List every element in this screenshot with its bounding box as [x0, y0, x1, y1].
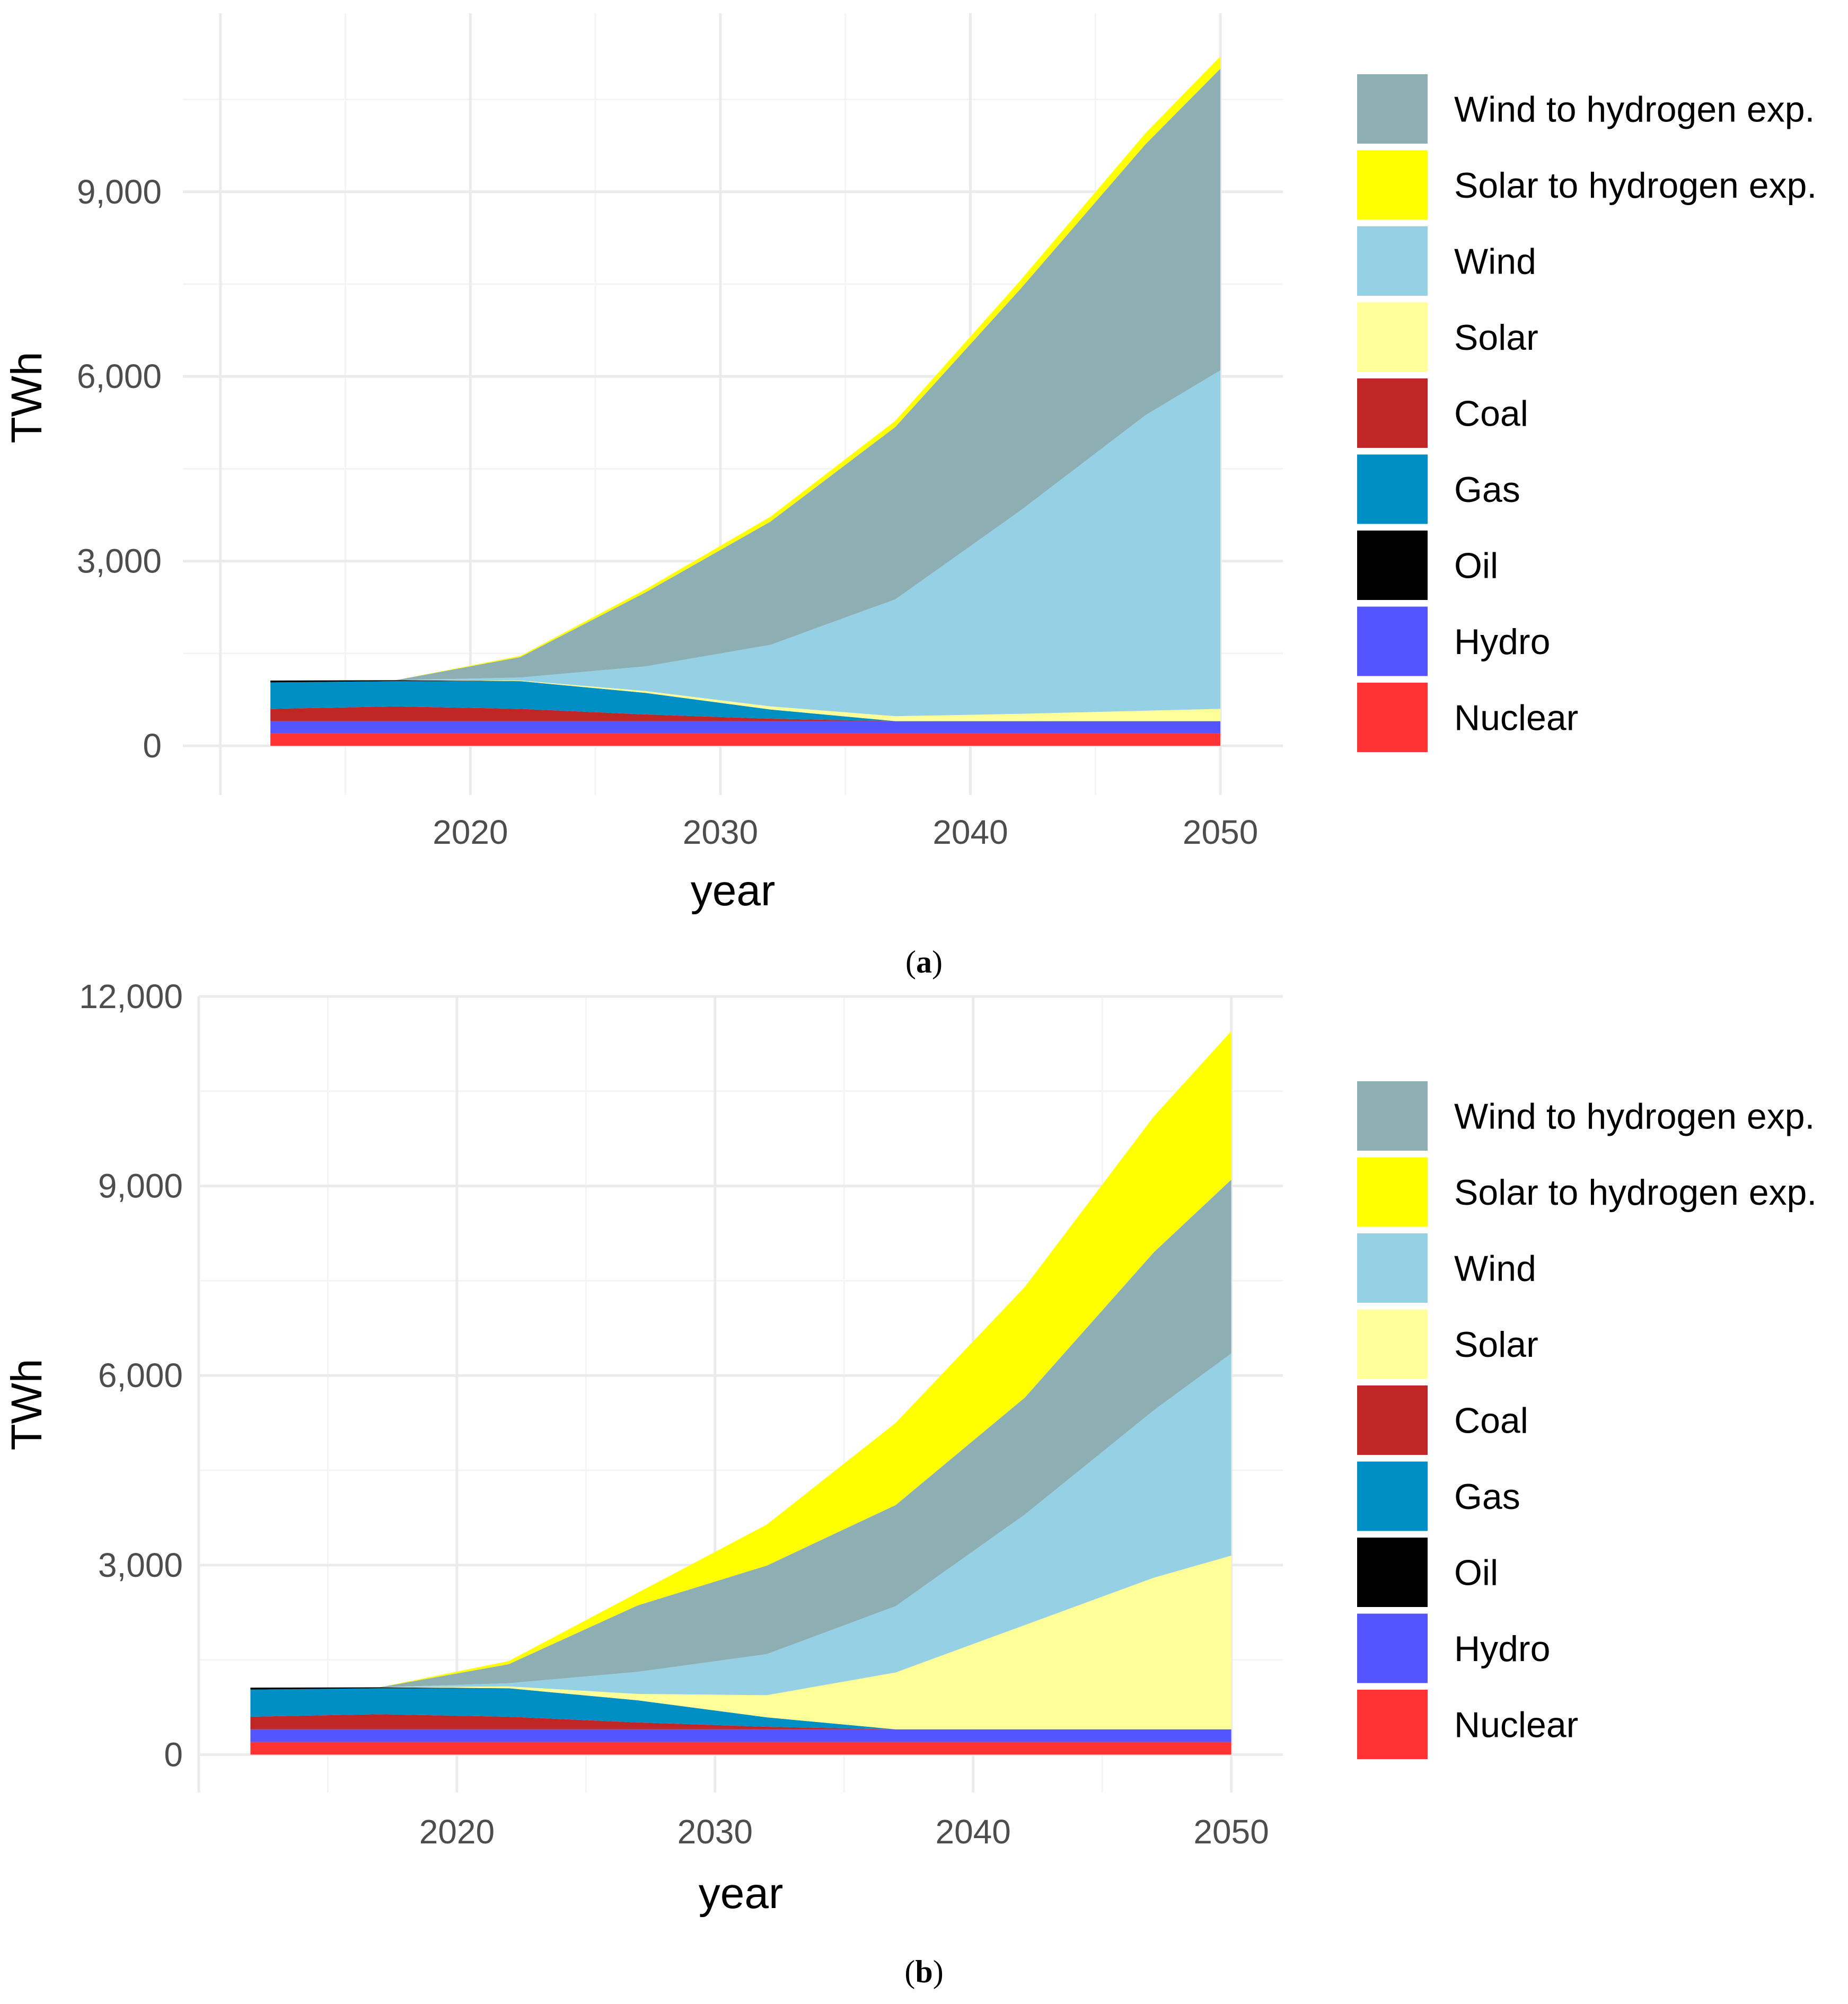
area-wind-to-hydrogen-exp	[270, 68, 1221, 681]
y-axis-title: TWh	[3, 1358, 51, 1450]
area-gas	[250, 1688, 1231, 1729]
area-coal	[270, 706, 1221, 721]
x-axis-title: year	[691, 867, 776, 915]
y-tick-label: 9,000	[77, 173, 162, 211]
legend-swatch-oil	[1357, 531, 1428, 600]
legend-label-solar: Solar	[1454, 1325, 1538, 1365]
legend-label-oil: Oil	[1454, 1553, 1498, 1593]
legend-swatch-solar-to-hydrogen-exp	[1357, 1157, 1428, 1227]
legend-swatch-solar-to-hydrogen-exp	[1357, 150, 1428, 220]
legend-swatch-wind	[1357, 226, 1428, 296]
area-nuclear	[250, 1742, 1231, 1755]
area-hydro	[250, 1729, 1231, 1742]
area-solar	[270, 680, 1221, 721]
legend-swatch-solar	[1357, 1309, 1428, 1379]
legend-label-solar-to-hydrogen-exp: Solar to hydrogen exp.	[1454, 1172, 1817, 1213]
area-wind	[250, 1353, 1231, 1696]
legend-label-hydro: Hydro	[1454, 622, 1550, 662]
x-tick-label: 2050	[1193, 1813, 1269, 1851]
area-gas	[270, 681, 1221, 721]
legend-label-nuclear: Nuclear	[1454, 1705, 1578, 1745]
legend-swatch-wind-to-hydrogen-exp	[1357, 74, 1428, 144]
legend-swatch-gas	[1357, 454, 1428, 524]
legend-label-oil: Oil	[1454, 546, 1498, 586]
legend: Wind to hydrogen exp. Solar to hydrogen e…	[1357, 74, 1817, 752]
y-tick-label: 3,000	[98, 1546, 183, 1584]
y-tick-label: 3,000	[77, 542, 162, 580]
legend-label-wind: Wind	[1454, 242, 1536, 282]
x-tick-label: 2040	[932, 813, 1008, 851]
legend: Wind to hydrogen exp. Solar to hydrogen e…	[1357, 1081, 1817, 1759]
legend-swatch-nuclear	[1357, 683, 1428, 752]
y-axis-title: TWh	[3, 351, 51, 443]
x-tick-label: 2040	[936, 1813, 1011, 1851]
area-wind-to-hydrogen-exp	[250, 1179, 1231, 1688]
y-tick-label: 9,000	[98, 1167, 183, 1205]
x-tick-label: 2020	[419, 1813, 495, 1851]
legend-swatch-nuclear	[1357, 1690, 1428, 1759]
legend-label-coal: Coal	[1454, 1401, 1528, 1441]
legend-label-wind: Wind	[1454, 1249, 1536, 1289]
legend-swatch-solar	[1357, 302, 1428, 372]
legend-label-solar: Solar	[1454, 317, 1538, 358]
x-tick-label: 2020	[433, 813, 508, 851]
area-solar-to-hydrogen-exp	[250, 1031, 1231, 1688]
panel-label: (a)	[905, 944, 943, 979]
x-tick-label: 2030	[683, 813, 758, 851]
legend-swatch-gas	[1357, 1461, 1428, 1531]
area-hydro	[270, 721, 1221, 734]
y-tick-label: 6,000	[77, 357, 162, 395]
area-nuclear	[270, 733, 1221, 746]
chart-panel-b: 0 3,000 6,000 9,000 12,000 2020 2030 2040 2050 ye…	[3, 977, 1817, 1989]
legend-label-hydro: Hydro	[1454, 1629, 1550, 1669]
legend-label-solar-to-hydrogen-exp: Solar to hydrogen exp.	[1454, 165, 1817, 206]
panel-label: (b)	[904, 1954, 943, 1989]
area-coal	[250, 1714, 1231, 1729]
legend-swatch-wind	[1357, 1233, 1428, 1303]
area-solar	[250, 1556, 1231, 1729]
x-tick-label: 2030	[677, 1813, 753, 1851]
y-tick-label: 6,000	[98, 1356, 183, 1394]
y-tick-label: 0	[164, 1735, 183, 1773]
legend-label-nuclear: Nuclear	[1454, 698, 1578, 738]
x-axis-title: year	[699, 1869, 784, 1918]
y-tick-label: 12,000	[79, 977, 183, 1016]
chart-panel-a: 0 3,000 6,000 9,000 2020 2030 2040 2050 year TWh W…	[3, 13, 1817, 979]
legend-swatch-coal	[1357, 378, 1428, 448]
legend-swatch-hydro	[1357, 1613, 1428, 1683]
legend-swatch-oil	[1357, 1538, 1428, 1607]
legend-label-wind-to-hydrogen-exp: Wind to hydrogen exp.	[1454, 90, 1815, 130]
y-tick-label: 0	[143, 727, 162, 765]
legend-label-coal: Coal	[1454, 394, 1528, 434]
legend-label-gas: Gas	[1454, 470, 1520, 510]
legend-swatch-coal	[1357, 1385, 1428, 1455]
area-wind	[270, 370, 1221, 717]
legend-swatch-wind-to-hydrogen-exp	[1357, 1081, 1428, 1151]
legend-swatch-hydro	[1357, 606, 1428, 676]
x-tick-label: 2050	[1183, 813, 1258, 851]
legend-label-wind-to-hydrogen-exp: Wind to hydrogen exp.	[1454, 1097, 1815, 1137]
legend-label-gas: Gas	[1454, 1477, 1520, 1517]
